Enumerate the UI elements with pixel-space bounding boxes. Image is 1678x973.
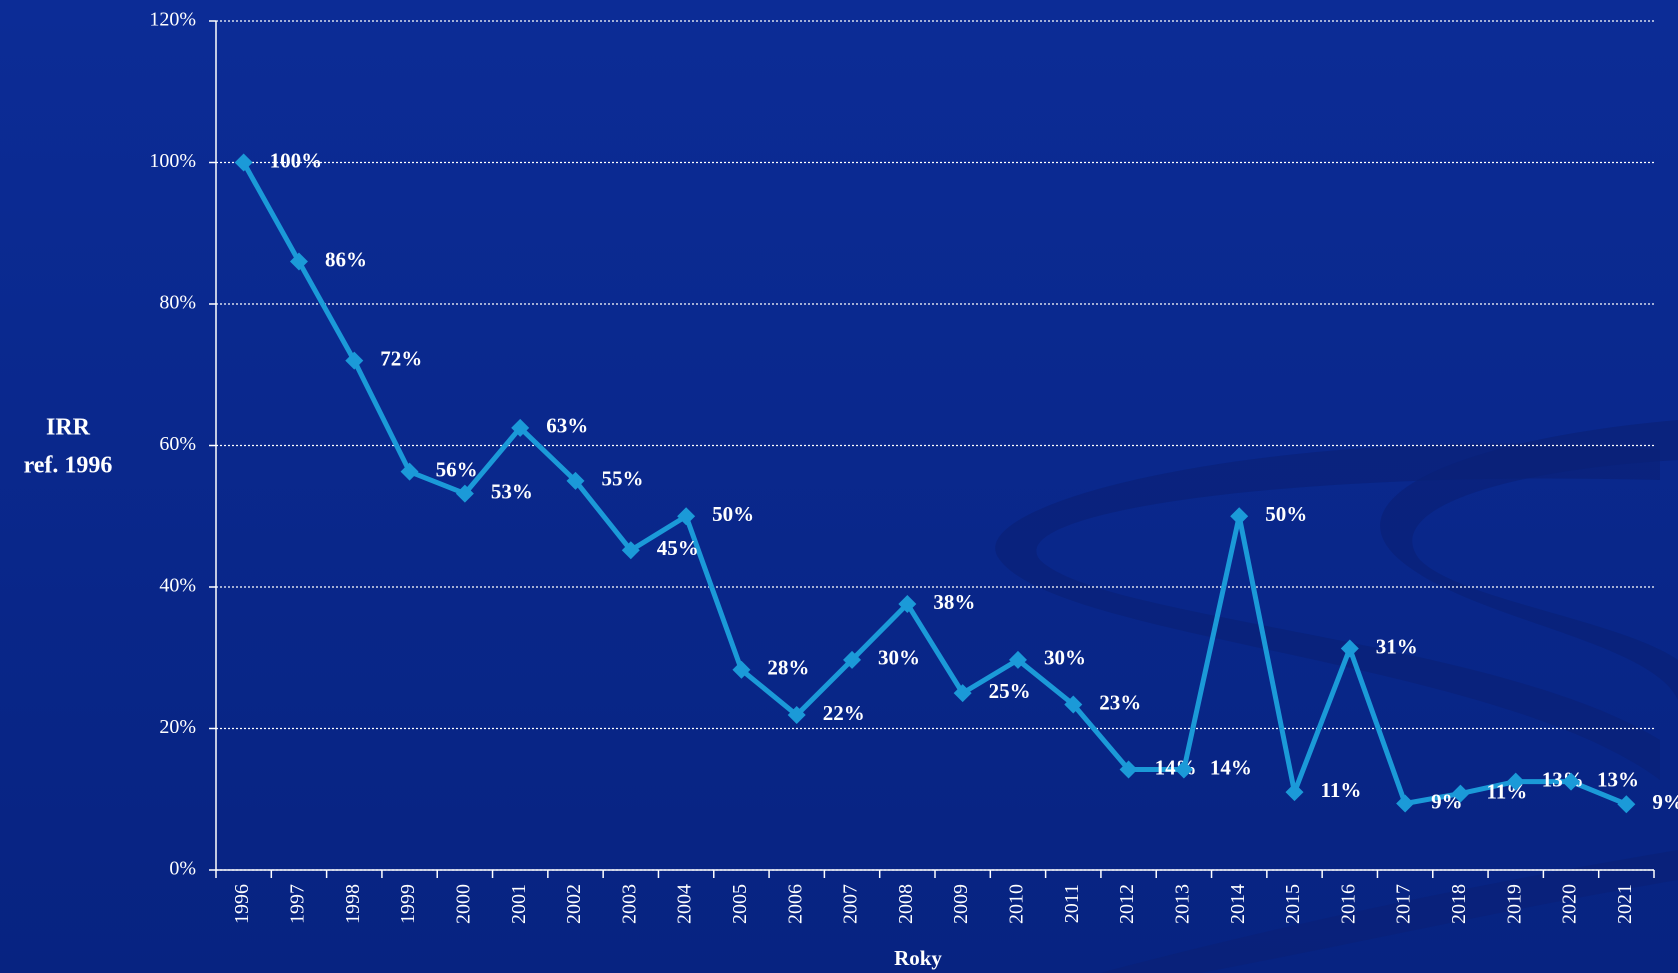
y-tick-label: 40%	[159, 575, 196, 597]
data-label: 63%	[546, 414, 588, 438]
x-tick-label: 2010	[1006, 884, 1028, 924]
x-tick-label: 2005	[729, 884, 751, 924]
x-tick-label: 2006	[784, 884, 806, 924]
x-tick-label: 2020	[1559, 884, 1581, 924]
point-marker	[732, 660, 751, 679]
data-label: 56%	[436, 457, 478, 481]
data-label: 50%	[1265, 502, 1307, 526]
x-tick-label: 2015	[1282, 884, 1304, 924]
point-marker	[1064, 695, 1083, 714]
point-marker	[898, 594, 917, 613]
y-tick-label: 120%	[149, 9, 196, 31]
point-marker	[1506, 772, 1525, 791]
data-label: 14%	[1210, 755, 1252, 779]
data-label: 30%	[1044, 646, 1086, 670]
point-marker	[1119, 760, 1138, 779]
x-tick-label: 2019	[1503, 884, 1525, 924]
x-tick-label: 1999	[397, 884, 419, 924]
x-tick-label: 2002	[563, 884, 585, 924]
y-tick-label: 60%	[159, 433, 196, 455]
data-label: 31%	[1376, 634, 1418, 658]
data-label: 72%	[380, 346, 422, 370]
y-axis-title: IRR	[46, 415, 91, 441]
point-marker	[1174, 760, 1193, 779]
point-marker	[400, 462, 419, 481]
point-marker	[1340, 639, 1359, 658]
y-tick-label: 100%	[149, 150, 196, 172]
x-tick-label: 2021	[1614, 884, 1636, 924]
x-tick-label: 2017	[1393, 884, 1415, 924]
x-tick-label: 2001	[508, 884, 530, 924]
point-marker	[566, 471, 585, 490]
x-tick-label: 2000	[452, 884, 474, 924]
x-tick-label: 2018	[1448, 884, 1470, 924]
point-marker	[787, 706, 806, 725]
data-label: 11%	[1321, 778, 1362, 802]
point-marker	[234, 153, 253, 172]
data-label: 25%	[989, 679, 1031, 703]
data-label: 55%	[602, 467, 644, 491]
data-label: 9%	[1652, 790, 1678, 814]
x-tick-label: 2013	[1171, 884, 1193, 924]
x-tick-label: 2016	[1337, 884, 1359, 924]
data-label: 45%	[657, 536, 699, 560]
data-label: 86%	[325, 247, 367, 271]
point-marker	[621, 541, 640, 560]
x-tick-label: 2011	[1061, 884, 1083, 923]
x-tick-label: 2004	[674, 884, 696, 924]
x-tick-label: 1997	[287, 884, 309, 924]
x-tick-label: 2012	[1116, 884, 1138, 924]
point-marker	[289, 252, 308, 271]
x-tick-label: 2008	[895, 884, 917, 924]
data-label: 23%	[1099, 690, 1141, 714]
point-marker	[677, 507, 696, 526]
data-label: 100%	[270, 148, 323, 172]
x-tick-label: 1998	[342, 884, 364, 924]
point-marker	[843, 650, 862, 669]
x-tick-label: 2003	[618, 884, 640, 924]
point-marker	[511, 418, 530, 437]
data-label: 38%	[933, 590, 975, 614]
point-marker	[1285, 783, 1304, 802]
x-tick-label: 2009	[950, 884, 972, 924]
data-label: 28%	[767, 656, 809, 680]
decor-swirl	[995, 443, 1660, 780]
data-label: 50%	[712, 502, 754, 526]
y-tick-label: 80%	[159, 292, 196, 314]
y-axis-title: ref. 1996	[24, 453, 113, 479]
point-marker	[1562, 772, 1581, 791]
decor-swirl	[1100, 850, 1678, 973]
series-line	[241, 161, 1628, 807]
point-marker	[1617, 795, 1636, 814]
point-marker	[1396, 794, 1415, 813]
x-tick-label: 2014	[1227, 884, 1249, 924]
data-label: 30%	[878, 646, 920, 670]
x-tick-label: 2007	[840, 884, 862, 924]
data-label: 22%	[823, 701, 865, 725]
point-marker	[1230, 507, 1249, 526]
point-marker	[345, 351, 364, 370]
point-marker	[455, 484, 474, 503]
data-label: 53%	[491, 479, 533, 503]
x-axis-title: Roky	[894, 946, 942, 970]
y-tick-label: 0%	[169, 858, 196, 880]
decor-swirl	[1380, 420, 1678, 700]
point-marker	[1451, 784, 1470, 803]
point-marker	[1008, 650, 1027, 669]
data-label: 13%	[1597, 767, 1639, 791]
point-marker	[953, 684, 972, 703]
y-tick-label: 20%	[159, 716, 196, 738]
x-tick-label: 1996	[231, 884, 253, 924]
